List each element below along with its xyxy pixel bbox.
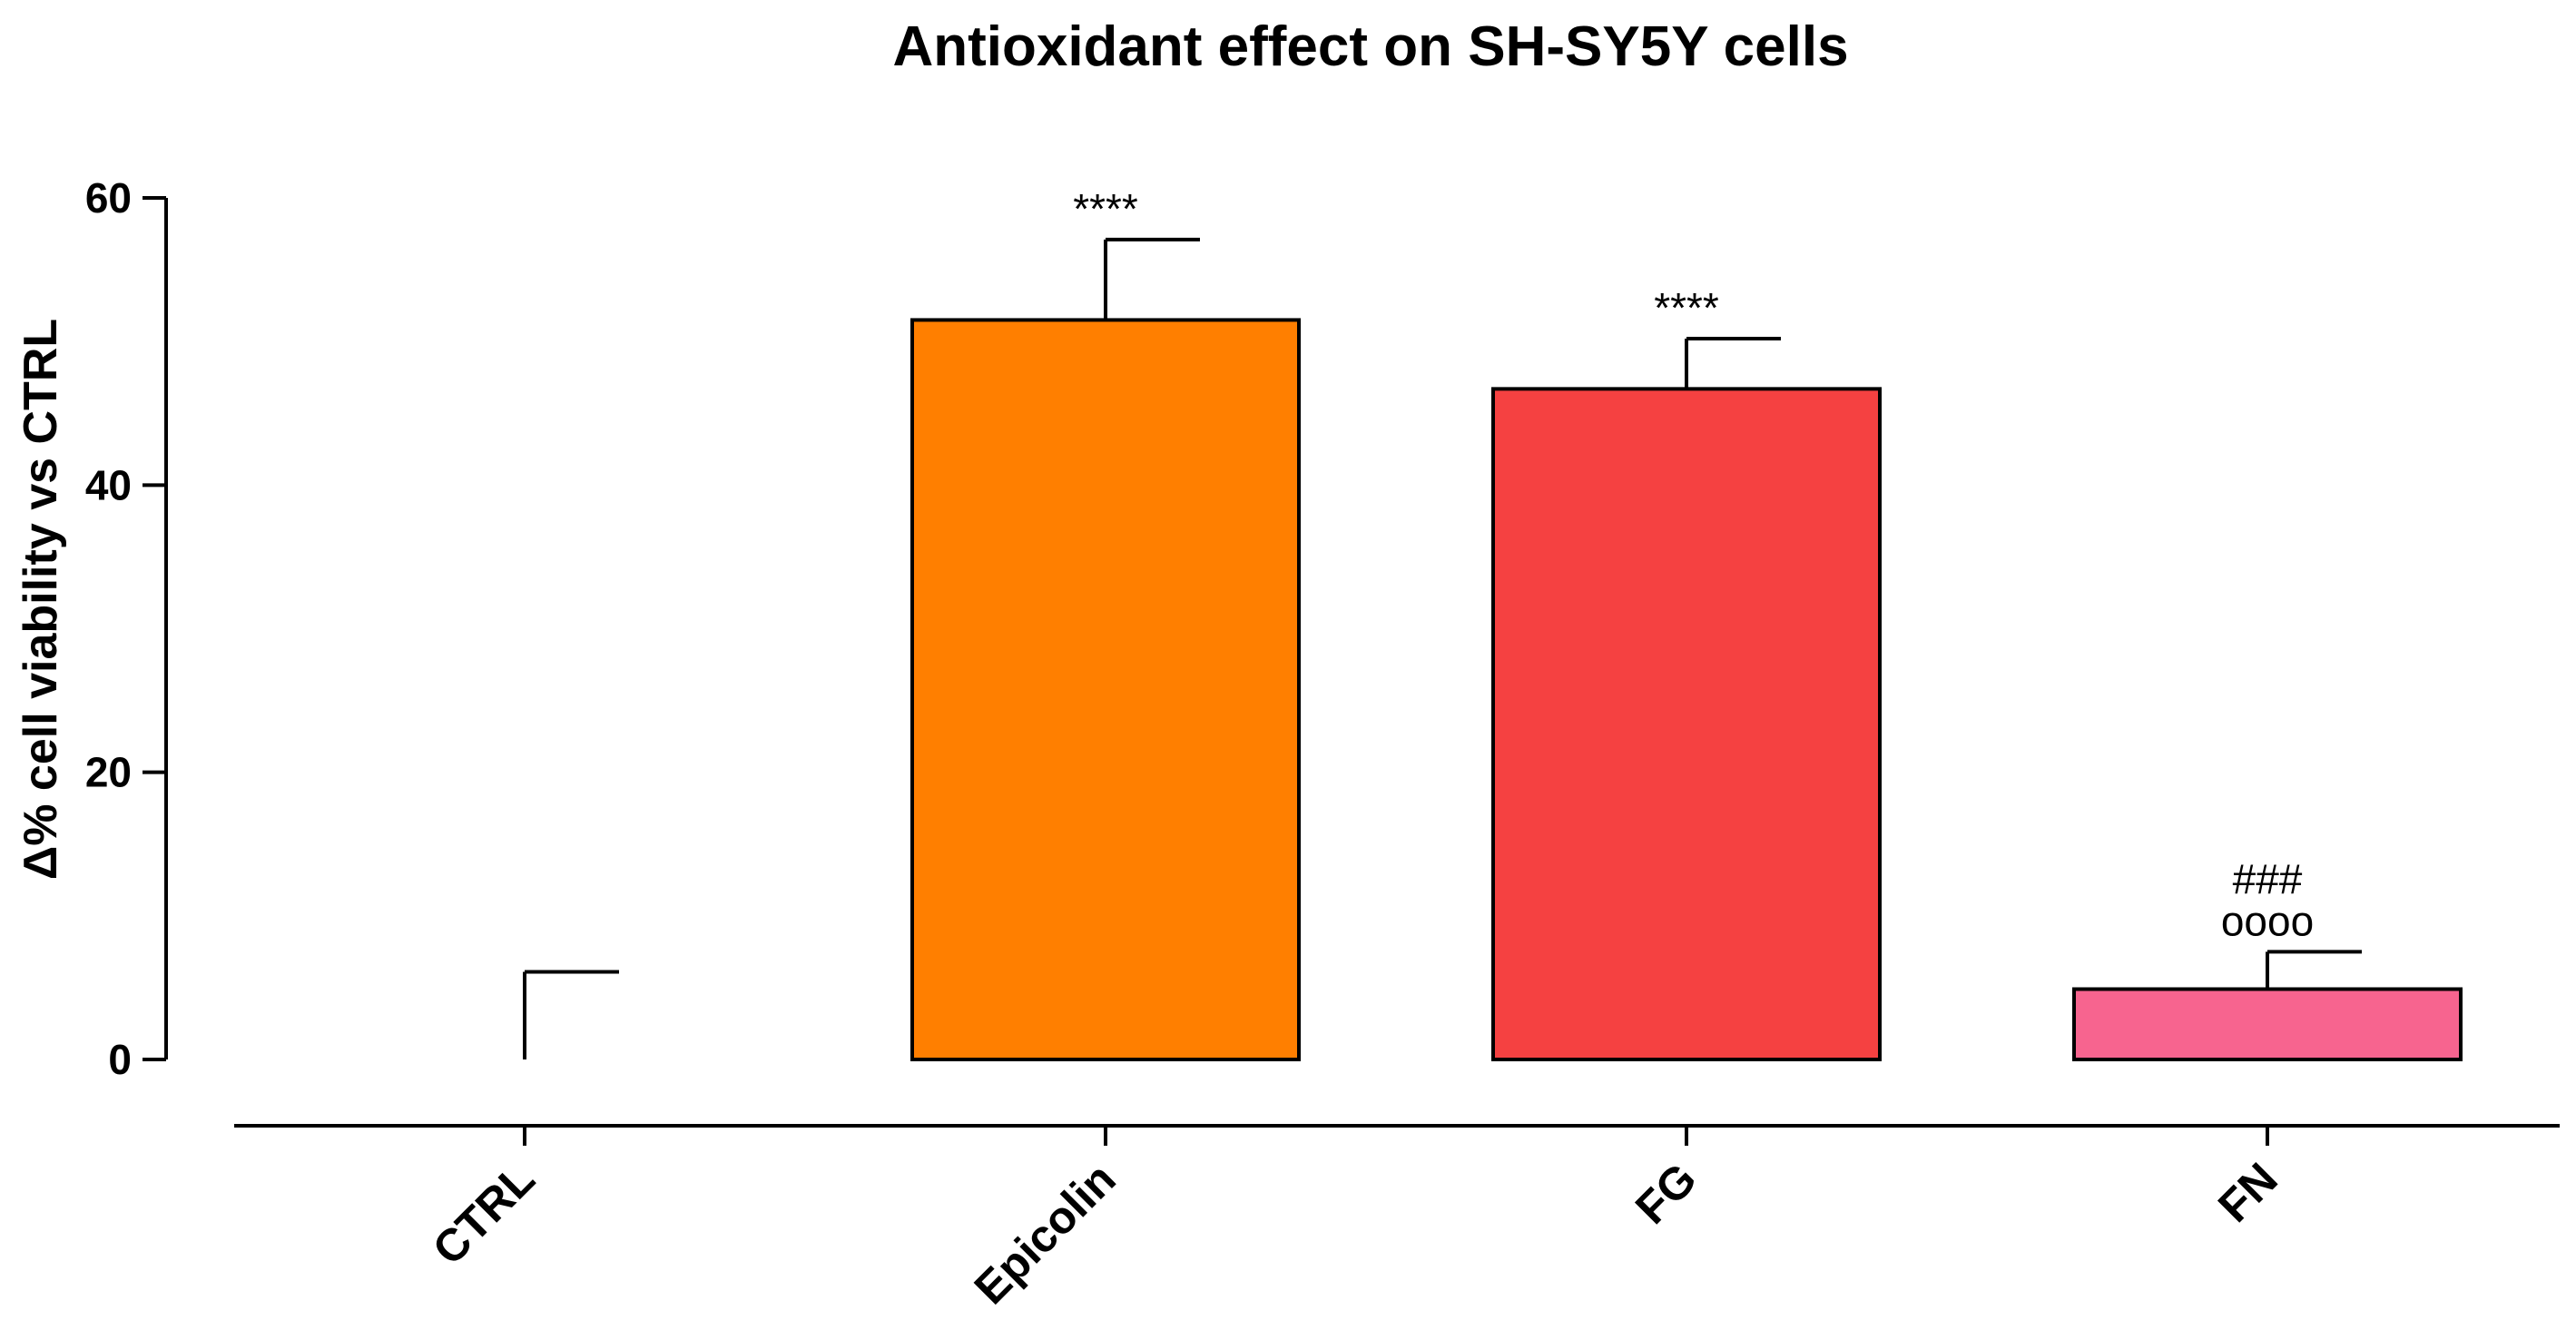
significance-mark: ### [2233, 855, 2303, 902]
y-tick-label: 60 [85, 174, 132, 222]
x-tick-label-fg: FG [1626, 1153, 1706, 1234]
category-labels-group: CTRL Epicolin FG FN [423, 1153, 2287, 1314]
chart-title: Antioxidant effect on SH-SY5Y cells [892, 15, 1848, 78]
y-axis: 0 20 40 60 [85, 174, 168, 1083]
bar-fg [1491, 387, 1882, 1061]
y-tick-label: 0 [108, 1036, 132, 1083]
significance-mark: **** [1654, 284, 1719, 331]
bars-group [910, 318, 2463, 1062]
x-axis [234, 1124, 2560, 1146]
x-tick-label-ctrl: CTRL [423, 1153, 545, 1275]
x-tick-label-fn: FN [2208, 1153, 2287, 1232]
x-tick-label-epicolin: Epicolin [965, 1153, 1126, 1314]
bar-epicolin [910, 318, 1301, 1062]
bar-fn [2072, 987, 2463, 1061]
annotations-group: **** **** ###oooo [1073, 185, 2314, 945]
error-bars-group [523, 237, 2362, 1059]
y-tick-label: 40 [85, 461, 132, 508]
significance-mark: **** [1073, 185, 1138, 232]
significance-mark: oooo [2221, 897, 2314, 944]
y-tick-label: 20 [85, 749, 132, 796]
y-axis-label: Δ% cell viability vs CTRL [15, 319, 67, 880]
